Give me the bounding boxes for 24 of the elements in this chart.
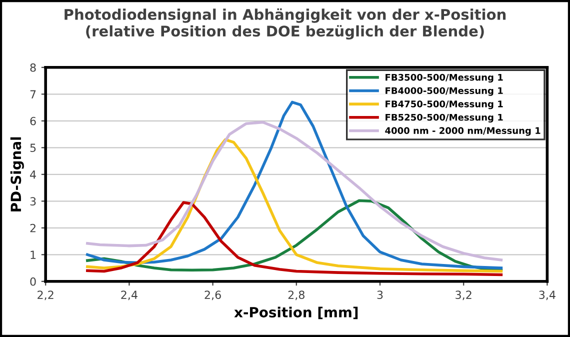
x-tick-label: 2,2 — [38, 290, 54, 300]
y-tick-label: 4 — [30, 170, 36, 179]
y-tick-label: 8 — [30, 63, 36, 72]
x-tick-label: 3 — [377, 290, 383, 300]
legend-label: FB3500-500/Messung 1 — [386, 74, 503, 83]
x-tick-label: 2,8 — [288, 290, 304, 300]
x-tick-label: 2,6 — [204, 290, 221, 300]
x-tick-label: 3,2 — [456, 290, 472, 300]
y-tick-label: 7 — [30, 90, 36, 98]
x-tick-label: 2,4 — [121, 290, 138, 300]
legend-label: FB5250-500/Messung 1 — [386, 114, 503, 122]
legend-label: 4000 nm - 2000 nm/Messung 1 — [385, 127, 540, 136]
y-tick-label: 2 — [30, 224, 36, 232]
y-tick-label: 6 — [30, 116, 36, 126]
y-tick-label: 0 — [30, 277, 36, 286]
y-axis-title: PD-Signal — [10, 137, 24, 212]
x-tick-label: 3,4 — [539, 290, 556, 300]
y-tick-label: 1 — [30, 250, 36, 259]
chart-title: Photodiodensignal in Abhängigkeit von der x-Position (relative Position des DOE bezüglich der Blende) — [64, 8, 506, 40]
y-tick-label: 5 — [30, 144, 36, 152]
legend-label: FB4000-500/Messung 1 — [386, 87, 503, 96]
y-tick-label: 3 — [30, 197, 36, 206]
legend-label: FB4750-500/Messung 1 — [386, 100, 503, 110]
x-axis-title: x-Position [mm] — [234, 306, 358, 320]
